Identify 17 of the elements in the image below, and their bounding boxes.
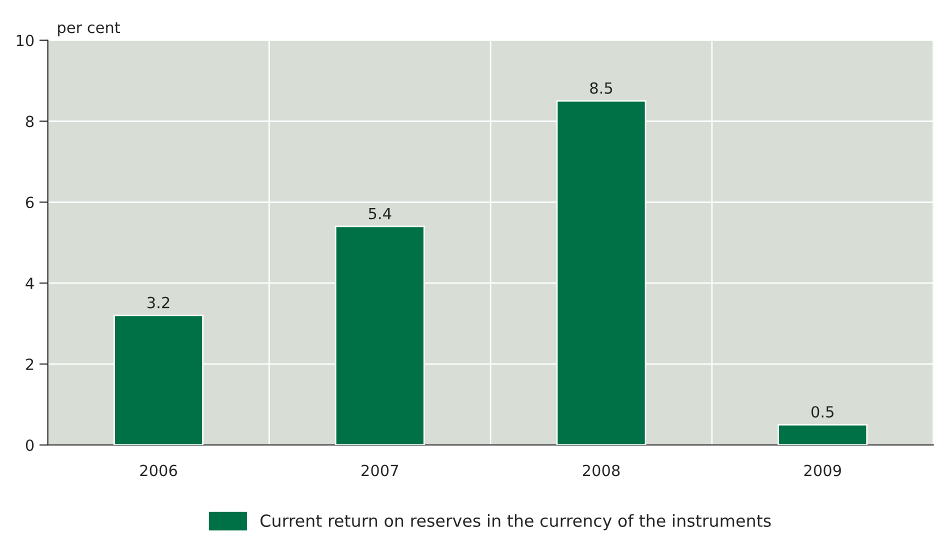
data-label: 5.4 xyxy=(368,208,392,220)
x-tick-label: 2009 xyxy=(804,464,841,476)
y-tick-label: 6 xyxy=(26,196,34,208)
y-tick-label: 8 xyxy=(26,116,34,128)
bar xyxy=(778,424,868,445)
y-tick-label: 0 xyxy=(26,439,34,452)
data-label: 3.2 xyxy=(148,296,170,308)
x-tick-label: 2006 xyxy=(140,464,177,476)
legend-label: Current return on reserves in the currency of the instruments xyxy=(260,514,771,530)
y-axis-title: per cent xyxy=(58,22,120,36)
x-tick-label: 2008 xyxy=(582,464,620,476)
x-tick-label: 2007 xyxy=(362,464,398,476)
y-tick-label: 4 xyxy=(26,278,34,289)
y-tick-label: 10 xyxy=(16,34,34,46)
data-label: 8.5 xyxy=(590,82,612,94)
y-tick-label: 2 xyxy=(26,358,34,370)
data-label: 0.5 xyxy=(811,406,834,418)
